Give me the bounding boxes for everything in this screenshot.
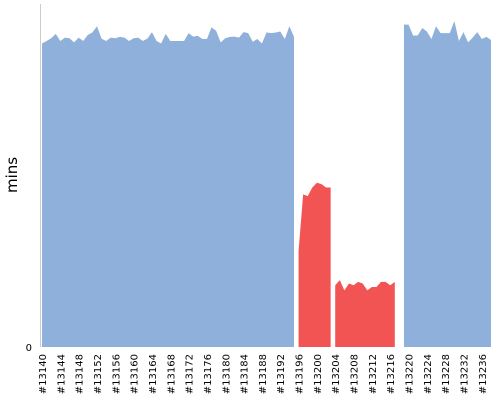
x-tick-label: #13220 <box>405 354 416 394</box>
x-tick-label: #13140 <box>38 354 49 394</box>
area-failed-segment-0 <box>298 182 331 347</box>
x-tick-label: #13188 <box>258 354 269 394</box>
x-tick-label: #13236 <box>478 354 489 394</box>
y-tick-label-0: 0 <box>26 343 32 354</box>
x-tick-label: #13224 <box>423 354 434 394</box>
x-tick-label: #13232 <box>460 354 471 394</box>
x-tick-label: #13176 <box>203 354 214 394</box>
x-tick-label: #13168 <box>166 354 177 394</box>
x-tick-label: #13196 <box>295 354 306 394</box>
x-tick-label: #13164 <box>148 354 159 394</box>
x-tick-label: #13228 <box>441 354 452 394</box>
x-tick-label: #13156 <box>111 354 122 394</box>
area-success-segment-0 <box>42 26 294 347</box>
x-tick-label: #13180 <box>221 354 232 394</box>
x-tick-labels: #13140 #13144 #13148 #13152 #13156 #13160 #131… <box>38 354 489 394</box>
x-tick-label: #13148 <box>75 354 86 394</box>
x-tick-label: #13152 <box>93 354 104 394</box>
area-success-segment-1 <box>403 21 491 348</box>
x-tick-label: #13144 <box>56 354 67 394</box>
area-failed-segment-1 <box>335 280 395 347</box>
y-axis-label: mins <box>3 157 21 193</box>
area-series-group <box>42 21 491 348</box>
x-tick-label: #13212 <box>368 354 379 394</box>
x-tick-label: #13200 <box>313 354 324 394</box>
x-tick-label: #13184 <box>240 354 251 394</box>
x-tick-label: #13208 <box>350 354 361 394</box>
x-tick-label: #13204 <box>331 354 342 394</box>
x-tick-label: #13216 <box>386 354 397 394</box>
x-tick-label: #13172 <box>185 354 196 394</box>
x-tick-label: #13192 <box>276 354 287 394</box>
x-tick-label: #13160 <box>130 354 141 394</box>
